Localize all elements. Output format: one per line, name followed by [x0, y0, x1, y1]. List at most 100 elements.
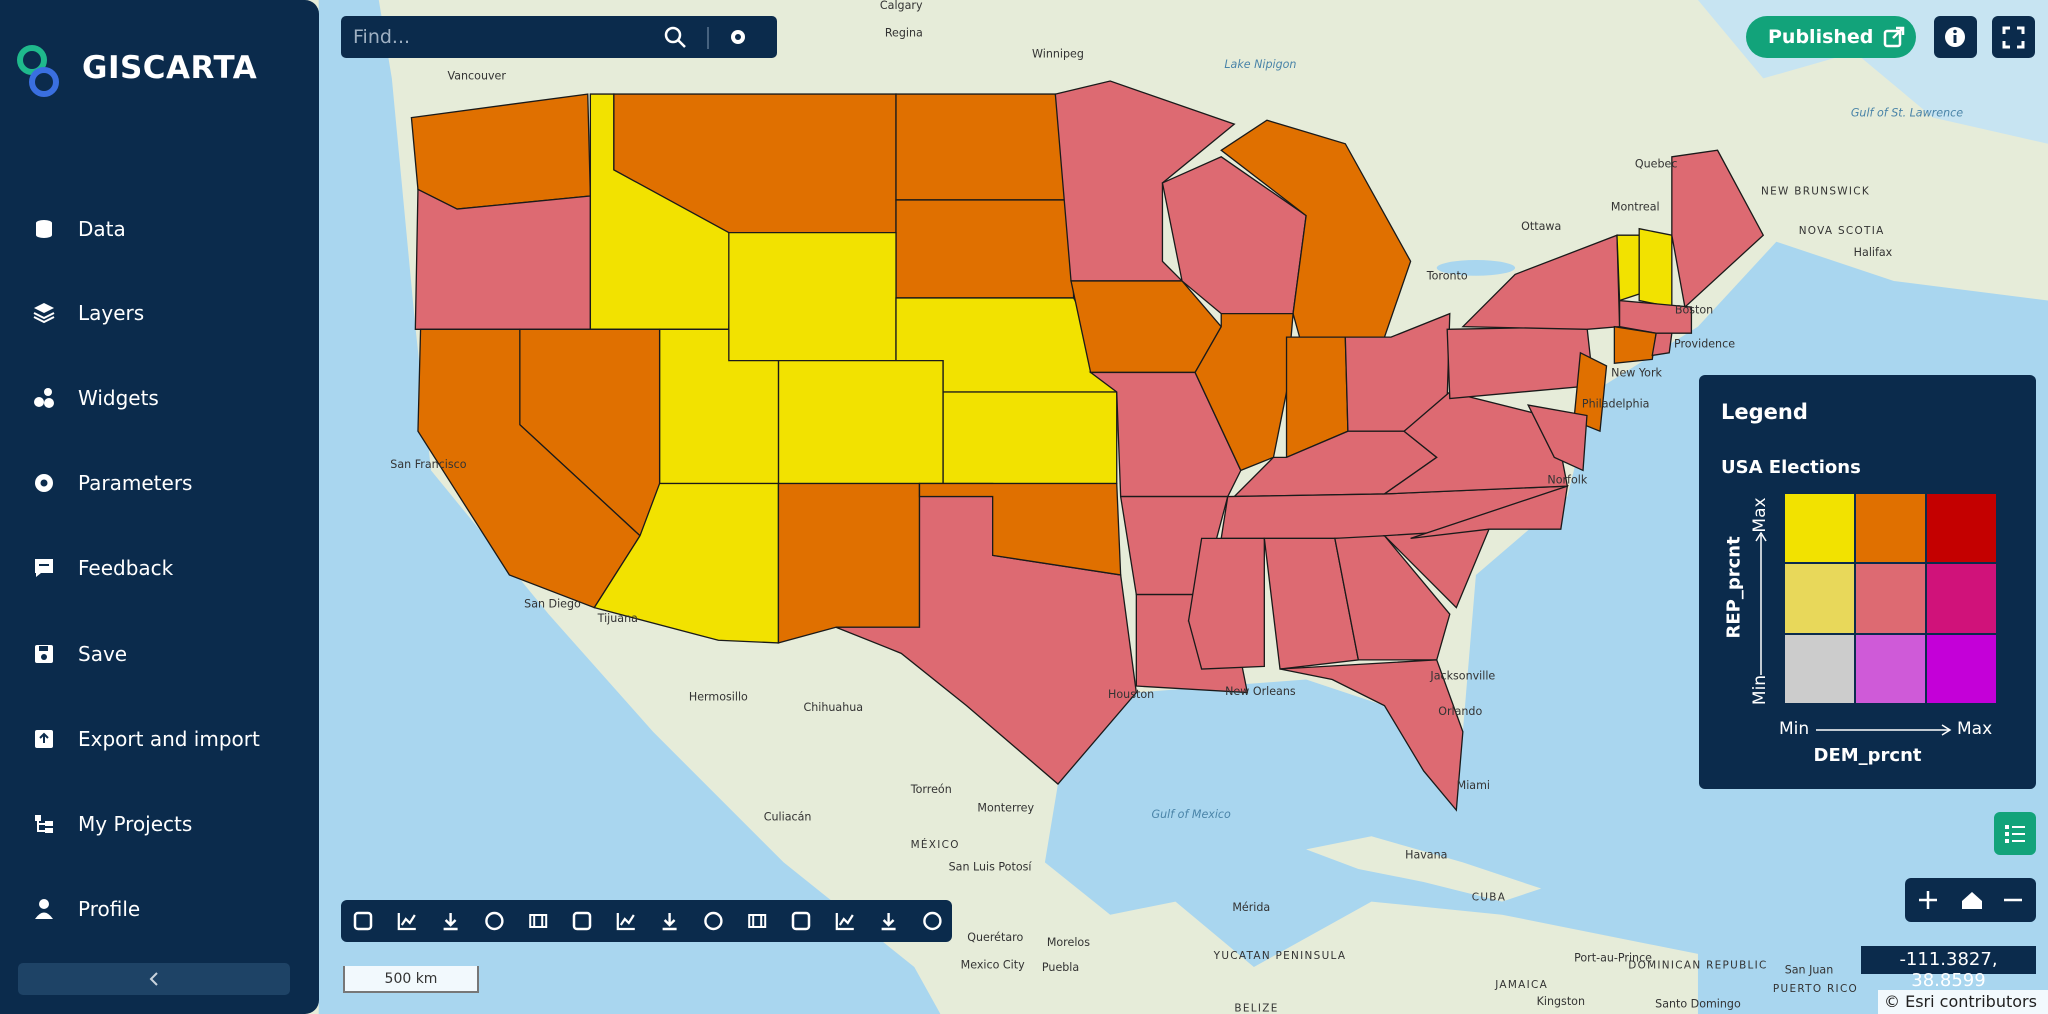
- place-label: Hermosillo: [689, 690, 748, 703]
- collapse-button[interactable]: [18, 963, 290, 995]
- tool-button[interactable]: [791, 911, 811, 931]
- tool-button[interactable]: [616, 913, 635, 931]
- state-region: [1410, 485, 1569, 540]
- place-label: Philadelphia: [1582, 398, 1650, 411]
- tool-button[interactable]: [748, 914, 767, 928]
- place-label: Chihuahua: [804, 701, 864, 714]
- legend-layer: USA Elections: [1721, 457, 1861, 478]
- place-label: Tijuana: [597, 612, 638, 625]
- legend-cell: [1927, 564, 1996, 633]
- legend-panel: Legend USA Elections REP_prcnt Max Min M…: [1699, 375, 2036, 789]
- state-region: [1671, 149, 1765, 309]
- nav-label: Data: [78, 217, 126, 241]
- published-button[interactable]: Published: [1746, 16, 1916, 58]
- state-region: [1334, 535, 1451, 661]
- tool-button[interactable]: [572, 911, 592, 931]
- scale-bar: 500 km: [343, 966, 479, 993]
- tool-button[interactable]: [353, 911, 373, 931]
- zoom-controls[interactable]: [1905, 878, 2036, 922]
- states-layer[interactable]: [410, 80, 1765, 812]
- state-region: [414, 188, 592, 330]
- tool-button[interactable]: [397, 913, 416, 931]
- nav-label: Export and import: [78, 727, 260, 751]
- place-label: Lake Nipigon: [1224, 58, 1296, 71]
- place-label: Monterrey: [977, 801, 1034, 814]
- place-label: JAMAICA: [1494, 979, 1548, 991]
- place-label: Puebla: [1042, 961, 1079, 974]
- place-label: San Francisco: [390, 458, 466, 471]
- legend-cell: [1785, 494, 1854, 563]
- nav-item[interactable]: My Projects: [0, 799, 319, 849]
- nav-item[interactable]: Export and import: [0, 714, 319, 764]
- legend-arrows: [1755, 531, 1952, 736]
- search-box[interactable]: Find...: [341, 16, 777, 58]
- pacific-ocean: [318, 0, 941, 1014]
- legend-cell: [1856, 494, 1925, 563]
- place-label: Quebec: [1635, 157, 1678, 170]
- nav-icon: [35, 559, 53, 577]
- nav-icon: [35, 899, 53, 919]
- tool-icon: [791, 911, 811, 931]
- legend-cell: [1856, 634, 1925, 703]
- nav-label: Save: [78, 642, 128, 666]
- tool-button[interactable]: [529, 914, 548, 928]
- state-region: [1526, 404, 1588, 472]
- place-label: Torreón: [910, 783, 952, 796]
- list-icon: [2005, 825, 2025, 843]
- legend-toggle[interactable]: [1994, 812, 2036, 855]
- nav-label: Parameters: [78, 471, 193, 495]
- place-label: BELIZE: [1234, 1002, 1278, 1014]
- place-label: Gulf of Mexico: [1152, 808, 1231, 821]
- place-label: New Orleans: [1225, 685, 1296, 698]
- nav-item[interactable]: Parameters: [0, 458, 319, 508]
- nav-item[interactable]: Save: [0, 629, 319, 679]
- place-label: Calgary: [880, 0, 923, 12]
- tool-button[interactable]: [881, 913, 896, 931]
- legend-cell: [1785, 564, 1854, 633]
- nav-item[interactable]: Feedback: [0, 543, 319, 593]
- tool-button[interactable]: [443, 913, 458, 931]
- info-button[interactable]: [1934, 16, 1977, 58]
- place-label: New York: [1611, 366, 1662, 379]
- legend-y-max: Max: [1750, 497, 1770, 533]
- legend-cell: [1856, 564, 1925, 633]
- place-label: Gulf of St. Lawrence: [1851, 106, 1963, 119]
- tool-icon: [572, 911, 592, 931]
- sidebar: GISCARTA Data Layers Widgets Parameters Feed…: [0, 0, 319, 1014]
- state-region: [895, 93, 1072, 201]
- tool-icon: [923, 911, 942, 931]
- tool-button[interactable]: [835, 913, 854, 931]
- info-icon: [1945, 27, 1965, 47]
- nav-item[interactable]: Profile: [0, 884, 319, 934]
- place-label: Mérida: [1232, 901, 1270, 914]
- tool-icon: [704, 911, 723, 931]
- state-region: [728, 231, 897, 362]
- state-region: [1446, 326, 1595, 400]
- external-icon: [1884, 26, 1905, 48]
- zoom-icons: [1919, 891, 2022, 909]
- fullscreen-button[interactable]: [1992, 16, 2035, 58]
- nav-label: Feedback: [78, 556, 174, 580]
- state-region: [895, 199, 1075, 299]
- nav-item[interactable]: Data: [0, 204, 319, 254]
- place-label: Regina: [885, 27, 923, 40]
- tool-button[interactable]: [923, 911, 942, 931]
- place-label: Santo Domingo: [1655, 997, 1741, 1010]
- tool-button[interactable]: [662, 913, 677, 931]
- search-icons: [664, 26, 745, 49]
- nav-item[interactable]: Layers: [0, 288, 319, 338]
- place-label: Orlando: [1438, 705, 1482, 718]
- brand: GISCARTA: [82, 50, 258, 86]
- place-label: Houston: [1108, 688, 1154, 701]
- place-label: Port-au-Prince: [1574, 952, 1652, 965]
- nav-item[interactable]: Widgets: [0, 373, 319, 423]
- tool-button[interactable]: [704, 911, 723, 931]
- nav-icon: [35, 730, 53, 748]
- place-label: Jacksonville: [1429, 669, 1495, 682]
- state-region: [1187, 537, 1265, 670]
- nav-icon: [36, 220, 52, 238]
- tool-button[interactable]: [485, 911, 504, 931]
- nav-label: My Projects: [78, 812, 193, 836]
- state-region: [1618, 299, 1693, 334]
